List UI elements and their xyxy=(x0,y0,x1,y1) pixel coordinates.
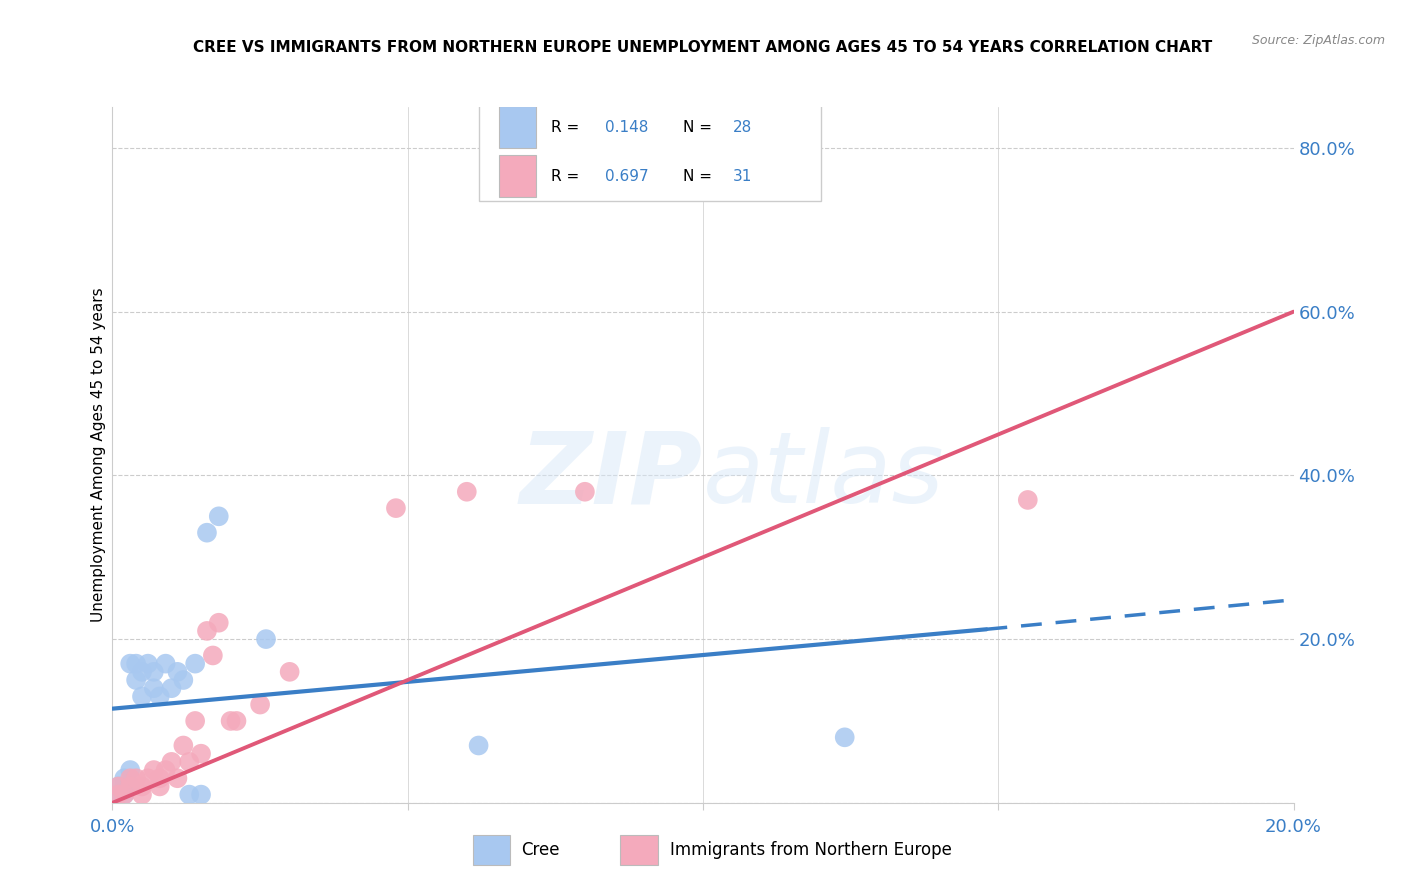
Point xyxy=(112,788,135,802)
Point xyxy=(225,714,247,728)
Bar xyxy=(472,835,510,865)
Text: atlas: atlas xyxy=(703,427,945,524)
Text: N =: N = xyxy=(683,120,717,135)
Point xyxy=(219,714,242,728)
FancyBboxPatch shape xyxy=(478,96,821,201)
Point xyxy=(834,731,856,745)
Text: Source: ZipAtlas.com: Source: ZipAtlas.com xyxy=(1251,34,1385,47)
Point xyxy=(208,509,231,524)
Point xyxy=(160,755,183,769)
Point xyxy=(131,690,153,704)
Point xyxy=(120,780,142,794)
Point xyxy=(485,141,508,155)
Point xyxy=(131,788,153,802)
Point xyxy=(142,681,165,696)
Point xyxy=(172,739,194,753)
Point xyxy=(136,771,159,785)
Point xyxy=(456,484,478,499)
Point xyxy=(142,665,165,679)
Point xyxy=(112,771,135,785)
Point xyxy=(195,525,218,540)
Point xyxy=(249,698,271,712)
Point xyxy=(142,763,165,777)
Point xyxy=(149,771,172,785)
Point xyxy=(155,657,177,671)
Point xyxy=(1017,492,1039,507)
Point xyxy=(190,788,212,802)
Point xyxy=(179,755,201,769)
Point xyxy=(112,788,135,802)
Point xyxy=(254,632,277,646)
Point xyxy=(208,615,231,630)
Point xyxy=(467,739,489,753)
Text: CREE VS IMMIGRANTS FROM NORTHERN EUROPE UNEMPLOYMENT AMONG AGES 45 TO 54 YEARS C: CREE VS IMMIGRANTS FROM NORTHERN EUROPE … xyxy=(194,40,1212,55)
Point xyxy=(160,681,183,696)
Point xyxy=(149,780,172,794)
Point xyxy=(201,648,224,663)
Point xyxy=(172,673,194,687)
Point xyxy=(574,484,596,499)
Text: Immigrants from Northern Europe: Immigrants from Northern Europe xyxy=(669,841,952,859)
Point xyxy=(131,665,153,679)
Point xyxy=(125,771,148,785)
Point xyxy=(155,763,177,777)
Point xyxy=(120,763,142,777)
Text: 0.697: 0.697 xyxy=(605,169,648,184)
Point xyxy=(195,624,218,638)
Point xyxy=(107,780,129,794)
Point xyxy=(107,780,129,794)
Point xyxy=(278,665,301,679)
Point xyxy=(120,780,142,794)
Point xyxy=(120,657,142,671)
Point xyxy=(136,657,159,671)
Point xyxy=(166,771,188,785)
Point xyxy=(125,657,148,671)
Point xyxy=(184,657,207,671)
Point xyxy=(166,665,188,679)
Text: Cree: Cree xyxy=(522,841,560,859)
Text: ZIP: ZIP xyxy=(520,427,703,524)
Point xyxy=(184,714,207,728)
Point xyxy=(179,788,201,802)
Point xyxy=(385,501,408,516)
Bar xyxy=(499,155,537,197)
Bar xyxy=(499,106,537,148)
Point xyxy=(149,690,172,704)
Text: R =: R = xyxy=(551,169,583,184)
Point xyxy=(190,747,212,761)
Text: 28: 28 xyxy=(733,120,752,135)
Y-axis label: Unemployment Among Ages 45 to 54 years: Unemployment Among Ages 45 to 54 years xyxy=(91,287,105,623)
Point xyxy=(112,780,135,794)
Bar xyxy=(620,835,658,865)
Text: N =: N = xyxy=(683,169,717,184)
Point xyxy=(107,788,129,802)
Point xyxy=(120,771,142,785)
Text: 0.148: 0.148 xyxy=(605,120,648,135)
Point xyxy=(131,780,153,794)
Text: 31: 31 xyxy=(733,169,752,184)
Text: R =: R = xyxy=(551,120,583,135)
Point xyxy=(125,673,148,687)
Point xyxy=(107,788,129,802)
